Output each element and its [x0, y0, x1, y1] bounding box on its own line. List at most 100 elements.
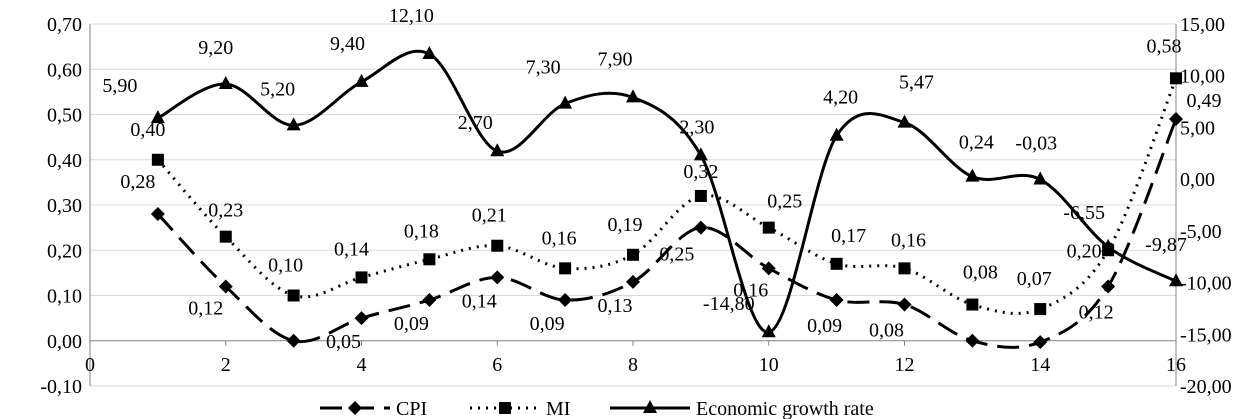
data-label: 4,20 [823, 87, 858, 109]
data-point-diamond [354, 311, 369, 326]
data-point-square [423, 253, 436, 266]
grid-lines [90, 23, 1176, 387]
data-label: 0,16 [891, 229, 926, 251]
data-label: 0,28 [120, 171, 155, 193]
data-label: 0,08 [869, 320, 904, 342]
left-tick-label: 0,50 [47, 105, 82, 127]
data-label: 2,70 [458, 112, 493, 134]
data-point-square [1034, 303, 1047, 316]
legend-label: CPI [396, 398, 427, 419]
left-tick-label: 0,10 [47, 286, 82, 308]
x-tick-label: 12 [895, 354, 915, 376]
right-tick-label: 15,00 [1180, 14, 1225, 36]
data-label: 0,16 [733, 279, 768, 301]
data-point-diamond [1169, 112, 1183, 127]
data-point-diamond [150, 207, 165, 222]
data-point-triangle [626, 89, 640, 103]
right-tick-label: 5,00 [1180, 117, 1215, 139]
data-label: 0,10 [268, 255, 303, 277]
data-point-square [559, 262, 572, 275]
right-tick-label: 10,00 [1180, 66, 1225, 88]
data-label: 5,47 [899, 72, 934, 94]
data-label: -9,87 [1145, 234, 1187, 256]
data-point-square [966, 298, 979, 311]
legend-marker-diamond [348, 401, 362, 415]
data-label: 0,12 [1079, 301, 1114, 323]
data-label: 0,07 [1017, 268, 1052, 290]
data-point-triangle [965, 168, 980, 182]
data-point-triangle [897, 114, 912, 128]
legend-label: MI [546, 398, 570, 419]
data-label: 9,40 [330, 33, 365, 55]
data-point-diamond [829, 293, 844, 308]
data-point-triangle [422, 45, 437, 59]
data-point-square [627, 248, 639, 261]
data-point-triangle [150, 110, 165, 124]
data-point-diamond [965, 333, 980, 348]
data-label: 0,08 [963, 262, 998, 284]
left-tick-label: 0,70 [47, 14, 82, 36]
data-label: 7,90 [598, 48, 633, 70]
data-label: 0,09 [530, 313, 565, 335]
data-point-square [491, 239, 504, 252]
axes [89, 24, 1177, 386]
data-point-diamond [1033, 335, 1048, 350]
data-point-square [762, 221, 775, 234]
data-point-diamond [1101, 279, 1116, 294]
data-label: 0,58 [1147, 35, 1182, 57]
left-tick-label: 0,60 [47, 59, 82, 81]
right-tick-label: -5,00 [1180, 221, 1222, 243]
x-tick-label: 16 [1166, 354, 1186, 376]
data-label: 0,25 [659, 244, 694, 266]
right-axis-ticks: -20,00 -15,00 -10,00 -5,00 0,00 5,00 10,00 15,0… [1180, 14, 1232, 398]
data-label: 9,20 [198, 37, 233, 59]
left-tick-label: 0,30 [47, 195, 82, 217]
data-point-diamond [761, 261, 776, 276]
x-tick-label: 10 [759, 354, 779, 376]
data-labels: 0,28 0,12 0,05 0,09 0,14 0,09 0,13 0,25 0,16 0,09… [102, 5, 1221, 353]
x-axis-ticks: 0 2 4 6 8 10 12 14 16 [85, 354, 1186, 376]
data-point-triangle [693, 147, 708, 161]
data-point-triangle [354, 73, 369, 87]
data-label: 0,40 [130, 119, 165, 141]
legend-marker-triangle [643, 400, 657, 413]
right-tick-label: -10,00 [1180, 273, 1232, 295]
data-point-diamond [897, 297, 912, 312]
right-tick-label: 0,00 [1180, 169, 1215, 191]
data-label: 0,20 [1067, 240, 1102, 262]
legend: CPI MI Economic growth rate [320, 398, 874, 419]
data-point-triangle [490, 143, 505, 157]
data-label: 0,05 [326, 331, 361, 353]
data-label: 0,12 [188, 297, 223, 319]
data-point-diamond [490, 270, 505, 285]
data-point-diamond [286, 333, 301, 348]
legend-item: Economic growth rate [610, 398, 874, 419]
data-label: 0,18 [404, 220, 439, 242]
data-label: 0,21 [472, 205, 507, 227]
data-point-square [830, 257, 843, 270]
x-tick-label: 0 [85, 354, 95, 376]
data-label: 0,17 [831, 225, 866, 247]
left-tick-label: 0,00 [47, 331, 82, 353]
data-point-triangle [1169, 273, 1183, 287]
x-tick-label: 6 [492, 354, 502, 376]
data-label: 0,16 [542, 227, 577, 249]
series-markers [150, 45, 1183, 350]
data-label: 0,14 [462, 290, 497, 312]
data-label: -14,80 [703, 293, 755, 315]
data-label: 0,13 [598, 295, 633, 317]
data-point-triangle [1033, 171, 1048, 185]
data-label: 0,24 [959, 132, 994, 154]
data-point-square [355, 271, 368, 284]
left-axis-ticks: -0,10 0,00 0,10 0,20 0,30 0,40 0,50 0,60 0,70 [40, 14, 82, 398]
legend-marker-square [499, 402, 511, 414]
data-label: 0,25 [767, 191, 802, 213]
data-label: 0,49 [1187, 90, 1222, 112]
data-point-square [219, 230, 232, 243]
data-label: 0,23 [208, 200, 243, 222]
data-point-triangle [829, 127, 844, 141]
data-point-square [287, 289, 300, 302]
data-point-triangle [286, 117, 301, 131]
left-tick-label: 0,20 [47, 240, 82, 262]
